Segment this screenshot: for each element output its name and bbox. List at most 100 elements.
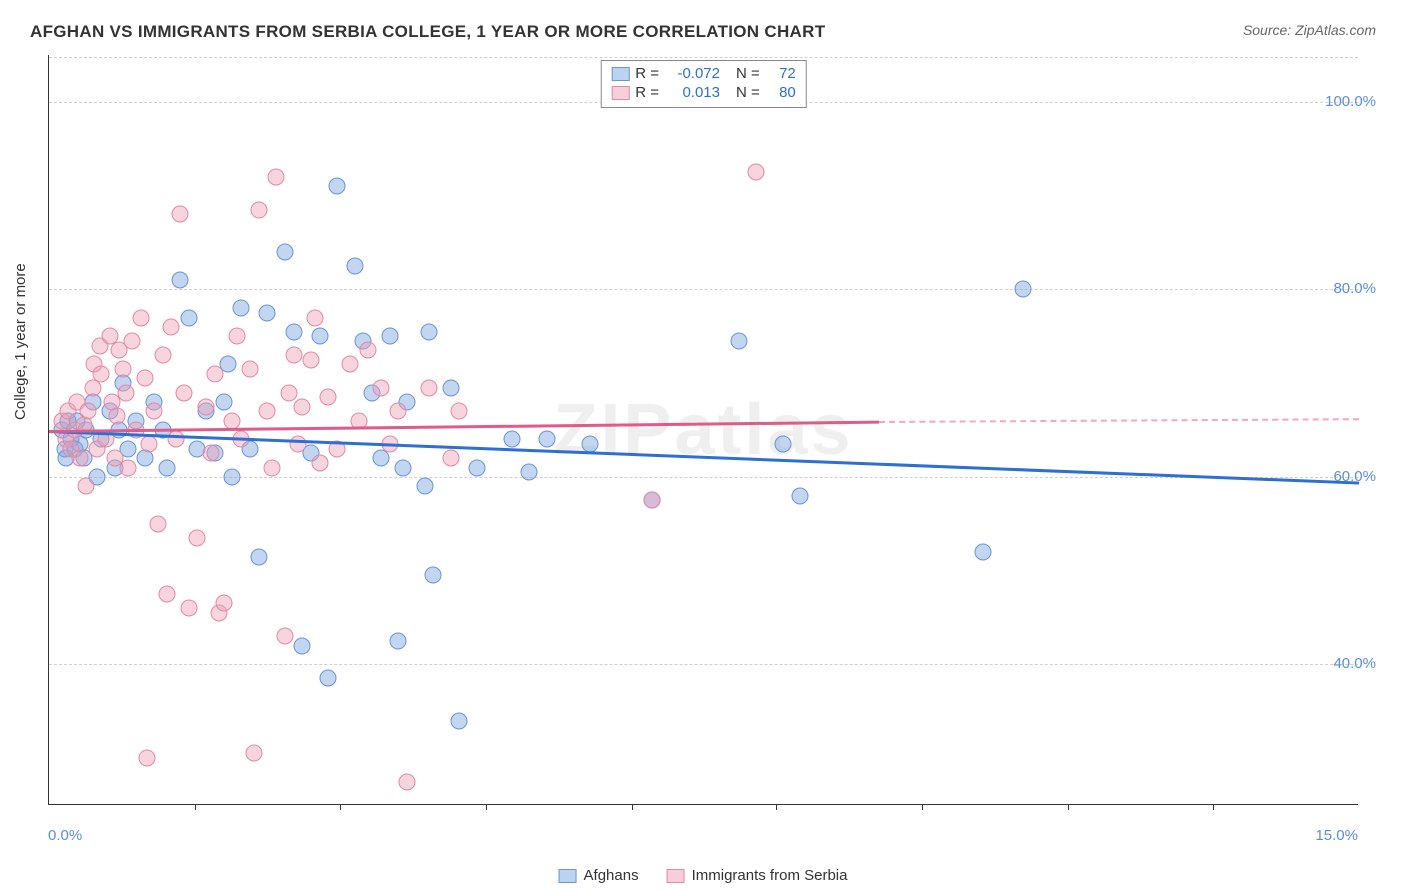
data-point	[320, 670, 337, 687]
data-point	[390, 632, 407, 649]
data-point	[206, 365, 223, 382]
x-tick	[486, 804, 487, 810]
stats-row-series1: R = -0.072 N = 72	[611, 64, 796, 83]
data-point	[115, 361, 132, 378]
gridline	[49, 289, 1358, 290]
stat-n-series1: 72	[766, 65, 796, 82]
data-point	[224, 412, 241, 429]
data-point	[294, 637, 311, 654]
data-point	[285, 347, 302, 364]
data-point	[582, 436, 599, 453]
data-point	[250, 548, 267, 565]
chart-title: AFGHAN VS IMMIGRANTS FROM SERBIA COLLEGE…	[30, 22, 825, 42]
data-point	[748, 164, 765, 181]
data-point	[311, 454, 328, 471]
data-point	[329, 178, 346, 195]
data-point	[342, 356, 359, 373]
data-point	[372, 379, 389, 396]
data-point	[172, 206, 189, 223]
data-point	[180, 309, 197, 326]
data-point	[399, 773, 416, 790]
x-tick	[1213, 804, 1214, 810]
data-point	[394, 459, 411, 476]
data-point	[145, 403, 162, 420]
data-point	[359, 342, 376, 359]
data-point	[643, 492, 660, 509]
data-point	[250, 201, 267, 218]
data-point	[303, 351, 320, 368]
data-point	[180, 600, 197, 617]
gridline	[49, 664, 1358, 665]
data-point	[109, 407, 126, 424]
data-point	[538, 431, 555, 448]
data-point	[233, 300, 250, 317]
data-point	[117, 384, 134, 401]
data-point	[215, 595, 232, 612]
data-point	[420, 323, 437, 340]
stat-r-series1: -0.072	[665, 65, 720, 82]
stat-n-series2: 80	[766, 84, 796, 101]
x-tick	[922, 804, 923, 810]
y-tick-label: 100.0%	[1325, 93, 1376, 110]
data-point	[442, 450, 459, 467]
data-point	[774, 436, 791, 453]
data-point	[246, 745, 263, 762]
data-point	[241, 361, 258, 378]
swatch-pink-icon	[667, 869, 685, 883]
source-attribution: Source: ZipAtlas.com	[1243, 22, 1376, 38]
data-point	[167, 431, 184, 448]
data-point	[792, 487, 809, 504]
data-point	[390, 403, 407, 420]
data-point	[276, 243, 293, 260]
stat-label-n: N =	[736, 65, 760, 82]
data-point	[137, 370, 154, 387]
data-point	[77, 478, 94, 495]
stats-legend-box: R = -0.072 N = 72 R = 0.013 N = 80	[600, 60, 807, 108]
legend-item-series1: Afghans	[559, 867, 639, 884]
data-point	[71, 450, 88, 467]
stats-row-series2: R = 0.013 N = 80	[611, 83, 796, 102]
y-axis-label: College, 1 year or more	[12, 263, 29, 420]
data-point	[320, 389, 337, 406]
legend-item-series2: Immigrants from Serbia	[667, 867, 848, 884]
data-point	[425, 567, 442, 584]
x-tick	[1068, 804, 1069, 810]
data-point	[503, 431, 520, 448]
x-axis-min-label: 0.0%	[48, 827, 82, 844]
data-point	[294, 398, 311, 415]
data-point	[158, 459, 175, 476]
data-point	[975, 543, 992, 560]
swatch-pink	[611, 86, 629, 100]
data-point	[307, 309, 324, 326]
data-point	[154, 347, 171, 364]
data-point	[285, 323, 302, 340]
x-tick	[632, 804, 633, 810]
data-point	[176, 384, 193, 401]
y-tick-label: 40.0%	[1333, 655, 1376, 672]
data-point	[289, 436, 306, 453]
data-point	[198, 398, 215, 415]
data-point	[93, 365, 110, 382]
data-point	[311, 328, 328, 345]
x-tick	[195, 804, 196, 810]
data-point	[138, 750, 155, 767]
data-point	[189, 529, 206, 546]
data-point	[123, 332, 140, 349]
trend-line	[49, 421, 879, 433]
data-point	[259, 304, 276, 321]
bottom-legend: Afghans Immigrants from Serbia	[559, 867, 848, 884]
stat-label-r: R =	[635, 84, 659, 101]
legend-label-series1: Afghans	[584, 867, 639, 884]
swatch-blue-icon	[559, 869, 577, 883]
data-point	[381, 328, 398, 345]
data-point	[1014, 281, 1031, 298]
plot-area: ZIPatlas R = -0.072 N = 72 R = 0.013 N =…	[48, 55, 1358, 805]
data-point	[346, 257, 363, 274]
data-point	[163, 318, 180, 335]
stat-label-n: N =	[736, 84, 760, 101]
data-point	[263, 459, 280, 476]
data-point	[202, 445, 219, 462]
data-point	[228, 328, 245, 345]
data-point	[420, 379, 437, 396]
data-point	[80, 403, 97, 420]
